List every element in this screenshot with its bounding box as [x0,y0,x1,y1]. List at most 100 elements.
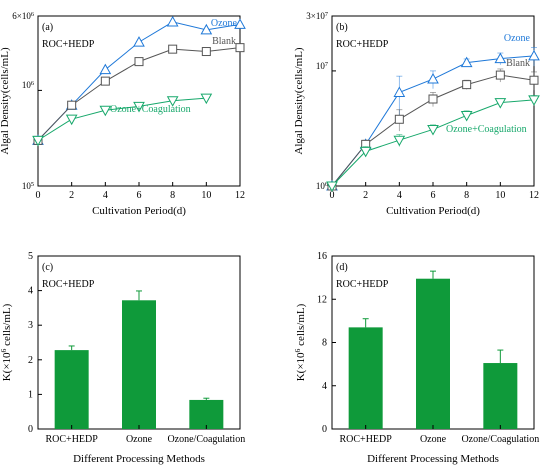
panel-label-c: (c) [42,262,53,273]
y-tick-label: 106 [316,181,328,192]
y-tick-label: 16 [317,251,327,262]
series-label: Ozone [211,18,238,29]
data-point [200,93,213,105]
y-tick-label: 1 [28,389,33,400]
series-ozone: Ozone [326,33,540,191]
category-label: Ozone [126,434,153,445]
data-point [393,135,406,147]
x-tick-label: 8 [170,190,175,201]
y-tick-label: 4 [28,286,33,297]
category-label: ROC+HEDP [46,434,99,445]
category-label: Ozone/Coagulation [461,434,539,445]
y-tick-label: 3 [28,320,33,331]
y-axis-label-d: K(×106 cells/mL) [293,303,308,381]
y-axis-label-b: Algal Density(cells/mL) [293,47,305,155]
annotation-b: ROC+HEDP [336,39,389,50]
annotation-a: ROC+HEDP [42,39,95,50]
bar [54,350,89,429]
data-point [133,101,145,113]
data-point [494,98,507,109]
data-point [67,100,77,110]
data-point [200,23,213,35]
x-tick-label: 6 [431,190,436,201]
x-tick-label: 2 [363,190,368,201]
x-axis-label-a: Cultivation Period(d) [92,205,186,217]
x-tick-label: 6 [137,190,142,201]
data-point [460,110,473,122]
series-ozone-coagulation: Ozone+Coagulation [32,93,213,147]
y-tick-label: 5 [28,251,33,262]
x-tick-label: 0 [330,190,335,201]
data-point [166,15,179,27]
y-tick-label: 6×106 [12,11,34,22]
series-ozone-coagulation: Ozone+Coagulation [326,95,540,193]
annotation-d: ROC+HEDP [336,279,389,290]
data-point [394,114,404,124]
data-point [359,146,372,158]
series-label: Ozone+Coagulation [446,124,527,135]
data-point [460,56,473,68]
panel-label-d: (d) [336,262,348,273]
x-tick-label: 8 [464,190,469,201]
data-point [166,96,179,107]
category-label: ROC+HEDP [340,434,393,445]
x-axis-label-c: Different Processing Methods [73,453,205,465]
data-point [428,94,438,104]
data-point [32,135,44,147]
chart-c: (c) ROC+HEDP K(×106 cells/mL) Different Pro… [0,251,245,465]
x-tick-label: 12 [235,190,245,201]
data-point [65,114,78,126]
data-point [134,57,144,67]
data-point [529,75,539,85]
category-label: Ozone [420,434,447,445]
data-point [133,36,145,47]
series-label: Blank [212,36,236,47]
x-axis-label-b: Cultivation Period(d) [386,205,480,217]
series-line [37,97,207,141]
y-tick-label: 0 [28,424,33,435]
y-axis-label-a: Algal Density(cells/mL) [0,47,11,155]
x-tick-label: 12 [529,190,539,201]
data-point [201,47,211,57]
data-point [99,63,112,75]
bar [189,399,224,429]
data-point [494,52,507,64]
bar [348,327,383,429]
x-axis-label-d: Different Processing Methods [367,453,499,465]
annotation-c: ROC+HEDP [42,279,95,290]
y-tick-label: 3×107 [306,11,328,22]
bar [483,363,518,429]
series-label: Blank [506,58,530,69]
x-tick-label: 0 [36,190,41,201]
y-axis-label-c: K(×106 cells/mL) [0,303,13,381]
y-tick-label: 106 [22,80,34,91]
y-tick-label: 8 [322,338,327,349]
series-label: Ozone [504,33,531,44]
data-point [427,73,439,84]
x-tick-label: 10 [495,190,505,201]
y-tick-label: 2 [28,355,33,366]
chart-a: (a) ROC+HEDP Algal Density(cells/mL) Cultiv… [0,11,246,217]
y-tick-label: 4 [322,381,327,392]
x-tick-label: 10 [201,190,211,201]
series-blank: Blank [33,36,245,145]
data-point [99,105,112,117]
data-point [427,124,439,136]
data-point [495,70,505,80]
data-point [393,86,406,97]
y-tick-label: 12 [317,294,327,305]
data-point [528,95,540,106]
bar [122,300,156,429]
data-point [235,43,245,53]
y-tick-label: 0 [322,424,327,435]
data-point [100,76,110,86]
bar [416,278,450,429]
data-point [528,49,540,61]
data-point [168,44,178,54]
category-label: Ozone/Coagulation [167,434,245,445]
x-tick-label: 2 [69,190,74,201]
data-point [234,18,246,29]
x-tick-label: 4 [397,190,402,201]
panel-label-b: (b) [336,22,348,33]
